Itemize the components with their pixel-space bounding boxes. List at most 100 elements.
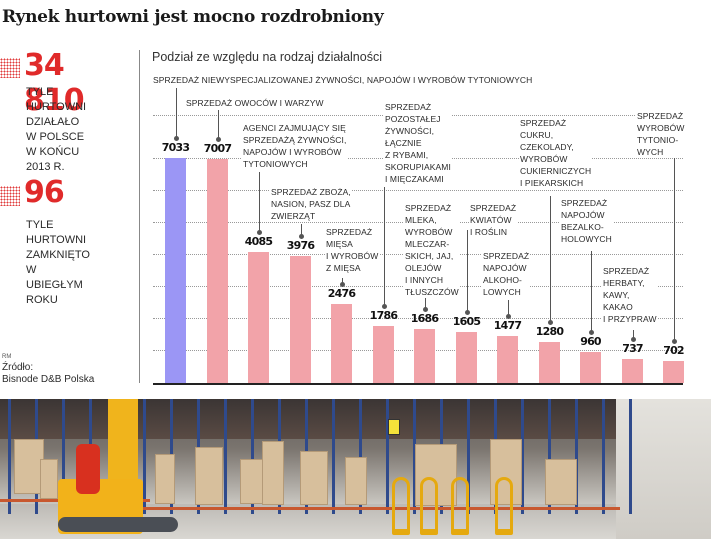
author-credit: RM xyxy=(2,354,12,360)
bar xyxy=(539,342,560,383)
chart-baseline xyxy=(153,383,683,385)
forklift-base xyxy=(58,517,178,532)
bar-chart: 7033 SPRZEDAŻ NIEWYSPECJALIZOWANEJ ŻYWNOŚ… xyxy=(152,74,686,385)
rack-post xyxy=(602,399,605,514)
bar-value-label: 1477 xyxy=(493,319,522,332)
rack-post xyxy=(521,399,524,514)
rack-post xyxy=(413,399,416,514)
bar xyxy=(622,359,643,383)
bar-value-label: 7033 xyxy=(161,141,190,154)
rack-post xyxy=(359,399,362,514)
rack-post xyxy=(143,399,146,514)
bar xyxy=(497,336,518,383)
bar-value-label: 1280 xyxy=(535,325,564,338)
bar xyxy=(456,332,477,383)
rack-post xyxy=(251,399,254,514)
leader-line xyxy=(589,251,594,335)
category-label: AGENCI ZAJMUJĄCY SIĘ SPRZEDAŻĄ ŻYWNOŚCI,… xyxy=(242,122,348,170)
vertical-divider xyxy=(139,50,140,383)
category-label: SPRZEDAŻ MLEKA, WYROBÓW MLECZAR- SKICH, … xyxy=(404,202,460,298)
cardboard-boxes xyxy=(545,459,577,505)
bar-value-label: 1786 xyxy=(369,309,398,322)
bar xyxy=(373,326,394,383)
leader-line xyxy=(174,88,179,141)
gridline xyxy=(153,190,683,191)
cardboard-boxes xyxy=(345,457,367,505)
category-label: SPRZEDAŻ OWOCÓW I WARZYW xyxy=(185,97,325,109)
stat-value: 96 xyxy=(24,175,65,210)
cardboard-boxes xyxy=(240,459,265,504)
source-name: Bisnode D&B Polska xyxy=(2,374,95,385)
bar-value-label: 7007 xyxy=(203,142,232,155)
gridline xyxy=(153,318,683,319)
bar xyxy=(331,304,352,383)
leader-line xyxy=(672,158,677,344)
category-label: SPRZEDAŻ WYROBÓW TYTONIO- WYCH xyxy=(636,110,686,158)
pallet-jack xyxy=(392,477,410,535)
bar xyxy=(580,352,601,383)
rack-post xyxy=(224,399,227,514)
stat-value: 34 810 xyxy=(24,48,85,118)
chart-subtitle: Podział ze względu na rodzaj działalnośc… xyxy=(152,50,382,64)
bar-value-label: 3976 xyxy=(286,239,315,252)
stat-description: TYLE HURTOWNI ZAMKNIĘTO W UBIEGŁYM ROKU xyxy=(26,219,90,306)
leader-line xyxy=(631,330,636,342)
bar xyxy=(290,256,311,383)
cardboard-boxes xyxy=(155,454,175,504)
bar-value-label: 960 xyxy=(580,335,601,348)
leader-line xyxy=(382,187,387,309)
category-label: SPRZEDAŻ POZOSTAŁEJ ŻYWNOŚCI, ŁĄCZNIE Z … xyxy=(384,101,452,185)
bar-value-label: 2476 xyxy=(327,287,356,300)
bar xyxy=(207,159,228,383)
cardboard-boxes xyxy=(40,459,58,499)
cardboard-boxes xyxy=(195,447,223,505)
leader-line xyxy=(257,172,262,235)
leader-line xyxy=(299,224,304,239)
leader-line xyxy=(465,230,470,315)
bar xyxy=(414,329,435,383)
rack-post xyxy=(467,399,470,514)
stat-description: TYLE HURTOWNI DZIAŁAŁO W POLSCE W KOŃCU … xyxy=(26,86,87,173)
category-label: SPRZEDAŻ NAPOJÓW ALKOHO- LOWYCH xyxy=(482,250,531,298)
forklift-operator xyxy=(76,444,100,494)
leader-line xyxy=(216,110,221,142)
bar-value-label: 737 xyxy=(622,342,643,355)
dot-pattern-icon xyxy=(0,186,20,206)
source-label: Źródło: xyxy=(2,362,34,373)
bar xyxy=(165,158,186,383)
source-note: Źródło: Bisnode D&B Polska xyxy=(2,362,94,386)
rack-post xyxy=(629,399,632,514)
leader-line xyxy=(423,296,428,312)
pallet-jack xyxy=(420,477,438,535)
leader-line xyxy=(506,300,511,319)
leader-line xyxy=(548,196,553,325)
category-label: SPRZEDAŻ MIĘSA I WYROBÓW Z MIĘSA xyxy=(325,226,380,274)
dot-pattern-icon xyxy=(0,58,20,78)
cardboard-boxes xyxy=(14,439,44,494)
warning-sign-icon xyxy=(388,419,400,435)
cardboard-boxes xyxy=(262,441,284,505)
rack-post xyxy=(332,399,335,514)
pallet-jack xyxy=(451,477,469,535)
page-title: Rynek hurtowni jest mocno rozdrobniony xyxy=(2,7,384,27)
rack-post xyxy=(575,399,578,514)
category-label: SPRZEDAŻ HERBATY, KAWY, KAKAO I PRZYPRAW xyxy=(602,265,658,325)
cardboard-boxes xyxy=(300,451,328,505)
bar-value-label: 1605 xyxy=(452,315,481,328)
bar-value-label: 4085 xyxy=(244,235,273,248)
leader-line xyxy=(340,278,345,287)
category-label: SPRZEDAŻ ZBOŻA, NASION, PASZ DLA ZWIERZĄ… xyxy=(270,186,352,222)
rack-post xyxy=(386,399,389,514)
pallet-jack xyxy=(495,477,513,535)
rack-post xyxy=(8,399,11,514)
bar-value-label: 1686 xyxy=(410,312,439,325)
rack-beam xyxy=(140,507,620,510)
category-label: SPRZEDAŻ CUKRU, CZEKOLADY, WYROBÓW CUKIE… xyxy=(519,117,593,189)
bar xyxy=(248,252,269,383)
rack-post xyxy=(62,399,65,514)
bar-value-label: 702 xyxy=(663,344,684,357)
category-label: SPRZEDAŻ NAPOJÓW BEZALKO- HOLOWYCH xyxy=(560,197,613,245)
bar xyxy=(663,361,684,383)
category-label: SPRZEDAŻ NIEWYSPECJALIZOWANEJ ŻYWNOŚCI, … xyxy=(152,74,534,86)
category-label: SPRZEDAŻ KWIATÓW I ROŚLIN xyxy=(469,202,518,238)
